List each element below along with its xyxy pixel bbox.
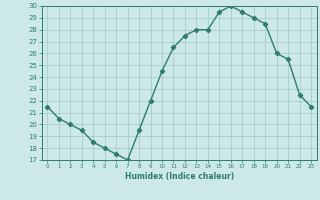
X-axis label: Humidex (Indice chaleur): Humidex (Indice chaleur) bbox=[124, 172, 234, 181]
